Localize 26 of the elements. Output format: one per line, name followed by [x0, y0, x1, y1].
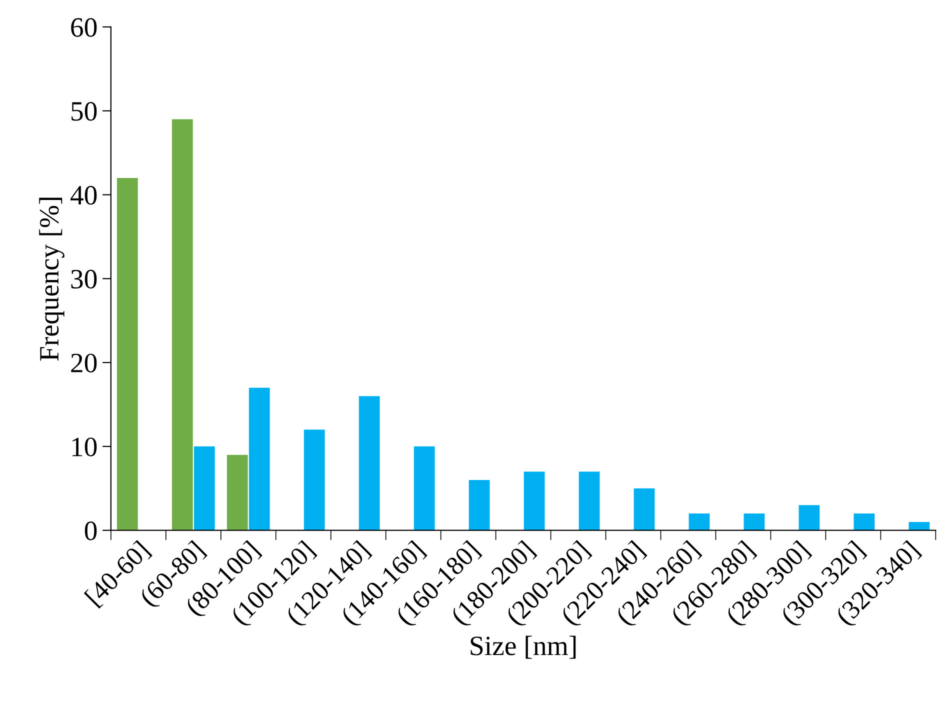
y-tick-label: 40: [70, 186, 97, 205]
bar: [194, 446, 215, 530]
y-tick-label: 60: [71, 18, 97, 37]
bar: [468, 480, 490, 530]
x-axis-title: Size [nm]: [470, 636, 576, 659]
bar: [634, 488, 655, 530]
bar: [172, 119, 193, 530]
bar: [798, 505, 820, 530]
bar: [688, 514, 710, 530]
bar: [116, 178, 138, 530]
y-tick-label: 50: [72, 102, 97, 121]
bar: [248, 388, 270, 530]
bar: [854, 514, 875, 530]
y-tick-label: 0: [84, 521, 97, 540]
bar: [908, 522, 930, 530]
bar: [744, 514, 765, 530]
bar: [226, 454, 248, 530]
y-tick-label: 10: [72, 438, 97, 456]
bar: [414, 446, 435, 530]
y-tick-label: 30: [71, 270, 97, 289]
y-tick-label: 20: [71, 354, 97, 372]
bar: [524, 472, 545, 530]
bar: [304, 430, 325, 530]
y-axis-title: Frequency [%]: [39, 198, 64, 361]
bar: [358, 396, 380, 530]
bar: [578, 472, 600, 530]
